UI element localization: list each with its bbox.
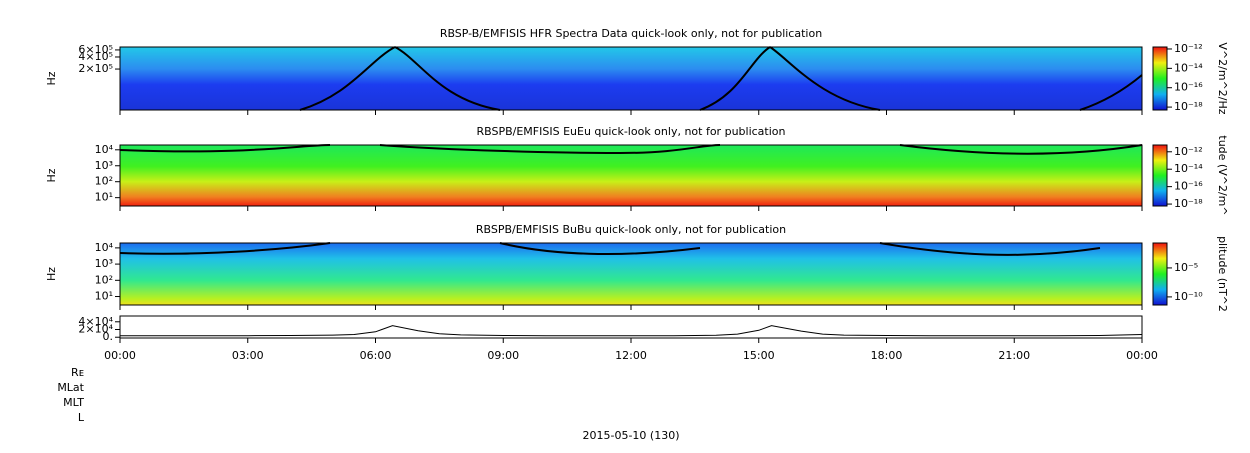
x-tick-label: 00:00 [1126, 349, 1158, 362]
x-tick-label: 12:00 [615, 349, 647, 362]
ephemeris-label: Rᴇ [71, 366, 84, 379]
y-tick-label: 6×10⁵ [78, 43, 113, 56]
plot-frame [119, 315, 1143, 339]
y-tick-label: 4×10⁴ [78, 315, 113, 328]
panel-title: RBSPB/EMFISIS BuBu quick-look only, not … [476, 223, 786, 236]
colorbar-label: tude (V^2/m^ [1216, 135, 1229, 215]
x-tick-label: 15:00 [743, 349, 775, 362]
x-tick-label: 03:00 [232, 349, 264, 362]
y-tick-label: 0. [103, 330, 114, 343]
y-axis-label: Hz [45, 267, 58, 281]
colorbar-label: V^2/m^2/Hz [1216, 42, 1229, 114]
y-tick-label: 10² [95, 273, 113, 286]
spectrogram-image [120, 145, 1142, 206]
colorbar [1152, 144, 1168, 207]
y-tick-label: 4×10⁵ [78, 50, 113, 63]
y-tick-label: 10³ [95, 159, 113, 172]
colorbar [1152, 46, 1168, 111]
colorbar-tick-label: 10⁻¹⁶ [1174, 180, 1203, 193]
x-tick-label: 06:00 [360, 349, 392, 362]
y-tick-label: 10⁴ [95, 143, 114, 156]
y-tick-label: 2×10⁴ [78, 323, 113, 336]
y-axis-label: Hz [45, 71, 58, 85]
panel-title: RBSP-B/EMFISIS HFR Spectra Data quick-lo… [440, 27, 822, 40]
x-tick-label: 18:00 [871, 349, 903, 362]
spectrogram-image [120, 243, 1142, 305]
colorbar-tick-label: 10⁻¹² [1174, 42, 1203, 55]
y-tick-label: 10² [95, 175, 113, 188]
y-tick-label: 10⁴ [95, 241, 114, 254]
curve [119, 242, 1101, 256]
colorbar-tick-label: 10⁻¹⁴ [1174, 162, 1203, 175]
ephemeris-label: MLT [63, 396, 84, 409]
y-tick-label: 2×10⁵ [78, 62, 113, 75]
x-tick-label: 09:00 [487, 349, 519, 362]
colorbar-tick-label: 10⁻¹⁸ [1174, 100, 1203, 113]
colorbar-tick-label: 10⁻¹⁰ [1174, 290, 1203, 303]
spectrogram-image [120, 47, 1142, 110]
ephemeris-label: L [78, 411, 85, 424]
x-tick-label: 21:00 [998, 349, 1030, 362]
colorbar-label: plitude (nT^2 [1216, 236, 1229, 312]
y-axis-label: Hz [45, 168, 58, 182]
panel-title: RBSPB/EMFISIS EuEu quick-look only, not … [476, 125, 785, 138]
colorbar-tick-label: 10⁻¹⁶ [1174, 81, 1203, 94]
y-tick-label: 10³ [95, 257, 113, 270]
y-tick-label: 10¹ [95, 191, 113, 204]
curve [299, 46, 1143, 111]
colorbar-tick-label: 10⁻⁵ [1174, 261, 1198, 274]
y-tick-label: 10¹ [95, 290, 113, 303]
ephemeris-label: MLat [57, 381, 84, 394]
x-tick-label: 00:00 [104, 349, 136, 362]
colorbar-tick-label: 10⁻¹⁴ [1174, 61, 1203, 74]
x-axis-label: 2015-05-10 (130) [582, 429, 679, 442]
colorbar [1152, 242, 1168, 306]
data-line [120, 325, 1143, 337]
colorbar-tick-label: 10⁻¹⁸ [1174, 197, 1203, 210]
colorbar-tick-label: 10⁻¹² [1174, 145, 1203, 158]
